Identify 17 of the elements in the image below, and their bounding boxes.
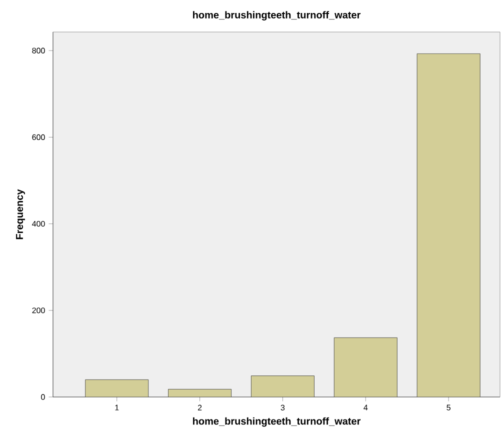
bar <box>416 53 480 397</box>
y-tick-label: 400 <box>32 220 45 227</box>
x-axis-title: home_brushingteeth_turnoff_water <box>193 417 361 427</box>
x-tick-label: 5 <box>446 404 450 410</box>
x-tick-label: 3 <box>280 404 285 410</box>
x-tick-label: 4 <box>364 404 368 410</box>
y-tick-label: 200 <box>32 308 45 314</box>
x-tick-label: 2 <box>198 404 202 410</box>
bar <box>334 337 398 397</box>
y-axis-title: Frequency <box>16 189 25 240</box>
y-tick-label: 800 <box>32 48 45 54</box>
bar <box>85 379 149 397</box>
bar <box>251 376 314 397</box>
y-tick-label: 600 <box>32 134 45 140</box>
chart-title: home_brushingteeth_turnoff_water <box>193 11 361 20</box>
y-tick-label: 0 <box>41 394 45 400</box>
x-tick-label: 1 <box>115 404 119 410</box>
